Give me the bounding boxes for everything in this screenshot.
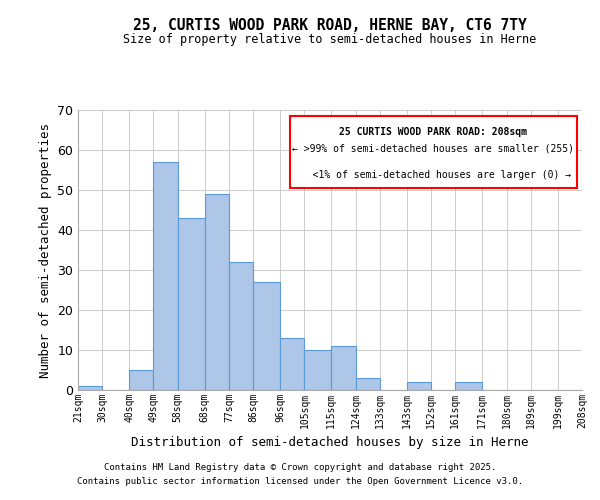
Text: Size of property relative to semi-detached houses in Herne: Size of property relative to semi-detach… <box>124 32 536 46</box>
Bar <box>304 350 331 390</box>
Bar <box>205 194 229 390</box>
Text: <1% of semi-detached houses are larger (0) →: <1% of semi-detached houses are larger (… <box>295 170 571 180</box>
Bar <box>356 378 380 390</box>
Bar <box>253 282 280 390</box>
FancyBboxPatch shape <box>290 116 577 188</box>
Bar <box>129 370 154 390</box>
Bar <box>331 346 356 390</box>
X-axis label: Distribution of semi-detached houses by size in Herne: Distribution of semi-detached houses by … <box>131 436 529 450</box>
Bar <box>280 338 304 390</box>
Bar <box>229 262 253 390</box>
Text: Contains public sector information licensed under the Open Government Licence v3: Contains public sector information licen… <box>77 477 523 486</box>
Text: 25 CURTIS WOOD PARK ROAD: 208sqm: 25 CURTIS WOOD PARK ROAD: 208sqm <box>340 127 527 137</box>
Text: 25, CURTIS WOOD PARK ROAD, HERNE BAY, CT6 7TY: 25, CURTIS WOOD PARK ROAD, HERNE BAY, CT… <box>133 18 527 32</box>
Bar <box>455 382 482 390</box>
Bar <box>178 218 205 390</box>
Y-axis label: Number of semi-detached properties: Number of semi-detached properties <box>38 122 52 378</box>
Bar <box>407 382 431 390</box>
Text: ← >99% of semi-detached houses are smaller (255): ← >99% of semi-detached houses are small… <box>292 144 574 154</box>
Bar <box>154 162 178 390</box>
Bar <box>78 386 102 390</box>
Text: Contains HM Land Registry data © Crown copyright and database right 2025.: Contains HM Land Registry data © Crown c… <box>104 464 496 472</box>
